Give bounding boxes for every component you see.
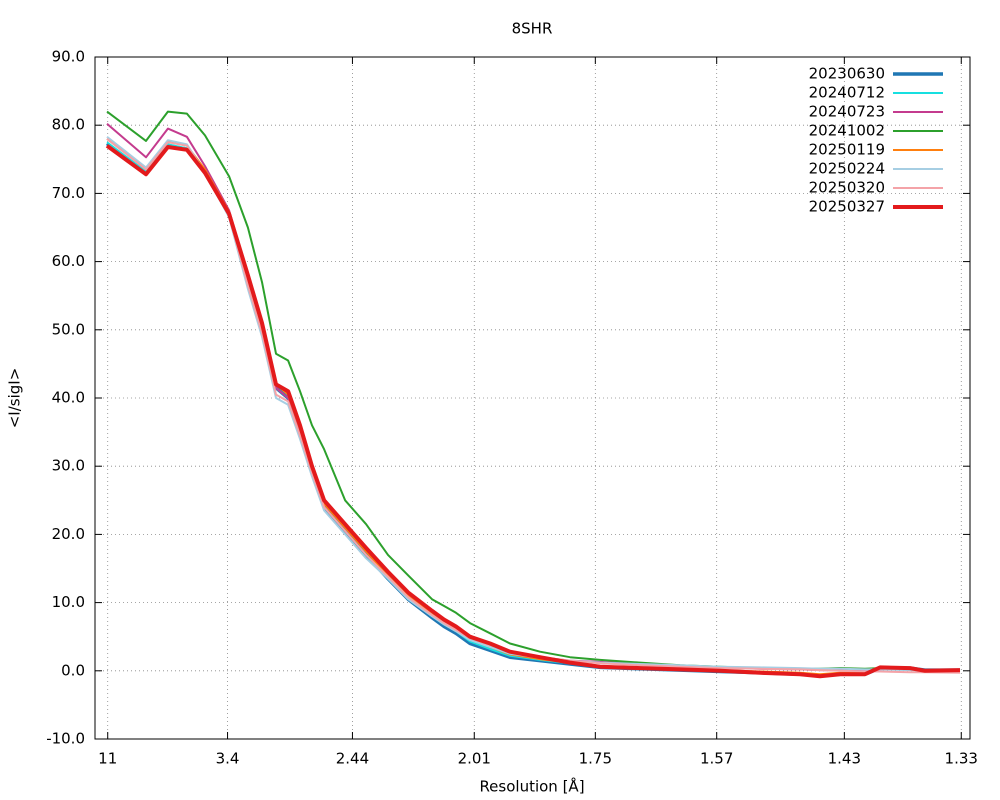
series-line (105, 144, 961, 679)
axes: -10.0 0.0 10.0 20.0 30.0 40.0 50.0 60.0 70.0 80.0… (46, 48, 978, 768)
series-line (105, 142, 960, 678)
series-line (106, 138, 960, 676)
y-tick-label: 80.0 (52, 116, 85, 134)
y-axis-label: <I/sigI> (6, 368, 24, 429)
legend-label: 20241002 (809, 122, 885, 140)
legend-label: 20250327 (809, 198, 885, 216)
y-tick-label: 50.0 (52, 320, 85, 338)
legend-label: 20230630 (809, 65, 885, 83)
x-tick-label: 2.01 (458, 750, 491, 768)
chart-title: 8SHR (512, 20, 553, 38)
series-line (106, 136, 960, 672)
x-tick-label: 2.44 (336, 750, 369, 768)
y-tick-label: 30.0 (52, 457, 85, 475)
y-tick-label: 0.0 (61, 661, 85, 679)
legend-label: 20250320 (809, 179, 885, 197)
x-tick-label: 11 (98, 750, 117, 768)
y-tick-label: 60.0 (52, 252, 85, 270)
legend-label: 20240723 (809, 103, 885, 121)
y-tick-label: 40.0 (52, 389, 85, 407)
legend-label: 20250119 (809, 141, 885, 159)
series-line (106, 141, 960, 676)
legend-label: 20250224 (809, 160, 885, 178)
x-axis-label: Resolution [Å] (479, 777, 584, 796)
y-tick-label: 90.0 (52, 48, 85, 66)
x-tick-label: 1.57 (700, 750, 733, 768)
plot-lines (105, 110, 961, 679)
x-tick-label: 1.75 (579, 750, 612, 768)
x-tick-label: 1.43 (828, 750, 861, 768)
x-tick-label: 1.33 (945, 750, 978, 768)
legend: 2023063020240712202407232024100220250119… (809, 65, 943, 216)
legend-label: 20240712 (809, 84, 885, 102)
series-line (106, 138, 961, 674)
y-tick-label: -10.0 (46, 730, 85, 748)
y-tick-label: 20.0 (52, 525, 85, 543)
x-tick-label: 3.4 (216, 750, 240, 768)
y-tick-label: 70.0 (52, 184, 85, 202)
y-tick-label: 10.0 (52, 593, 85, 611)
